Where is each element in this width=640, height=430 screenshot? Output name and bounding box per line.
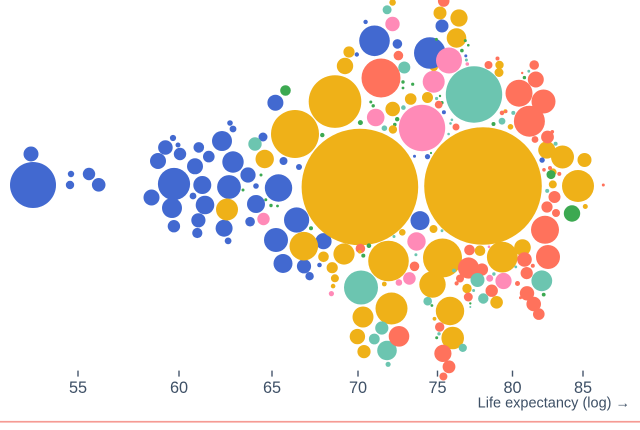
svg-text:85: 85 [574, 379, 592, 397]
svg-text:80: 80 [503, 379, 521, 397]
svg-text:70: 70 [349, 379, 367, 397]
svg-text:65: 65 [263, 379, 281, 397]
svg-text:75: 75 [428, 379, 446, 397]
svg-text:55: 55 [69, 379, 87, 397]
svg-text:Life expectancy (log) →: Life expectancy (log) → [478, 396, 630, 412]
svg-text:60: 60 [170, 379, 188, 397]
